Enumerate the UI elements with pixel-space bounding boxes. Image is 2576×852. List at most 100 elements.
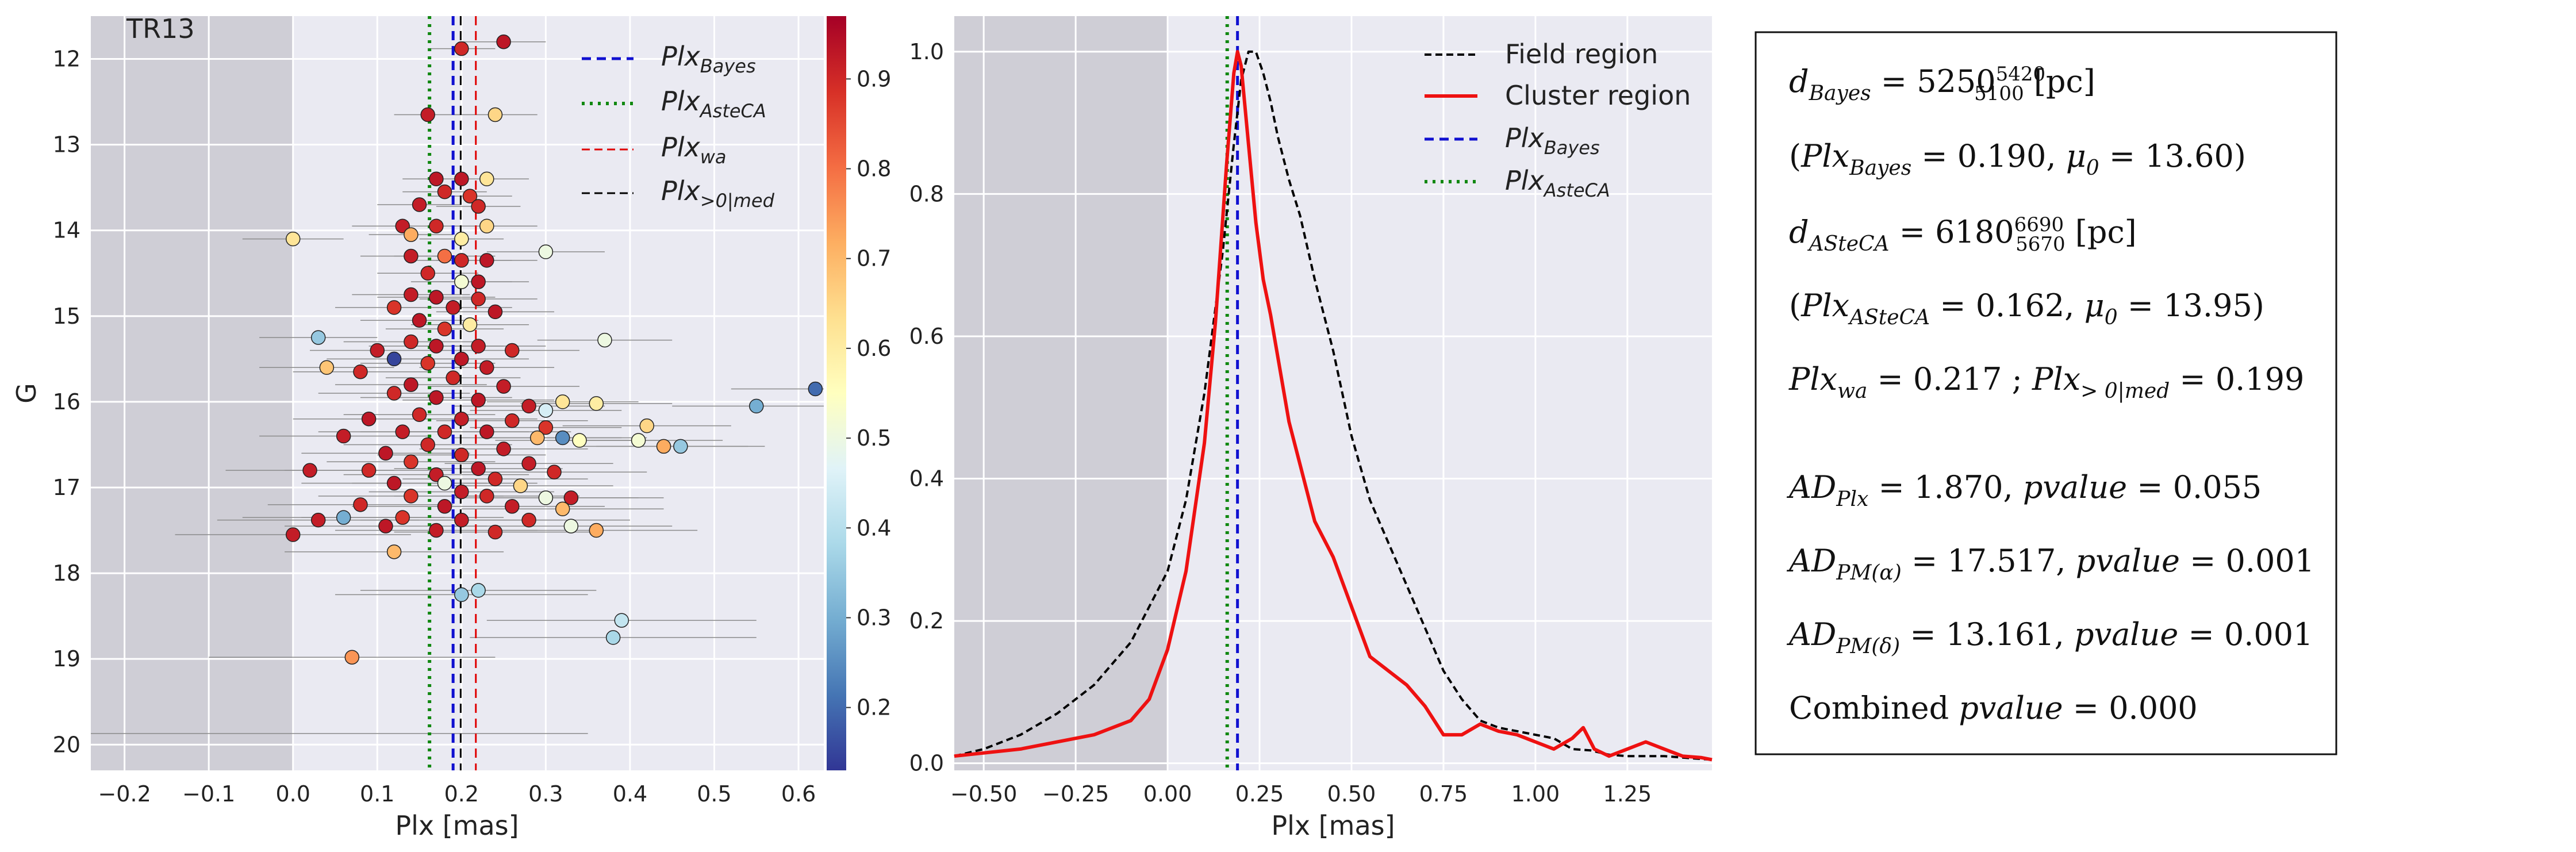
star-point bbox=[462, 189, 478, 204]
star-point bbox=[454, 484, 469, 500]
star-point bbox=[404, 287, 419, 302]
legend-label-cluster: Cluster region bbox=[1505, 80, 1691, 111]
star-point bbox=[538, 244, 554, 259]
plx-wa-text: Plxwa = 0.217 ; Plx> 0|med = 0.199 bbox=[1788, 361, 2304, 403]
star-point bbox=[429, 171, 444, 187]
ad-plx-text: ADPlx = 1.870, pvalue = 0.055 bbox=[1786, 469, 2262, 511]
star-point bbox=[336, 428, 351, 444]
x-tick-label: 0.3 bbox=[528, 781, 563, 807]
star-point bbox=[487, 107, 503, 122]
x-tick-label: 0.6 bbox=[781, 781, 816, 807]
y-tick-label: 12 bbox=[53, 47, 80, 72]
y-tick-label: 13 bbox=[53, 132, 80, 158]
star-point bbox=[521, 398, 536, 414]
star-point bbox=[471, 274, 486, 289]
star-point bbox=[420, 266, 435, 281]
scatter-panel: −0.2 −0.1 0.0 0.1 0.2 0.3 0.4 0.5 0.6 12 13 14 15 16… bbox=[11, 13, 891, 841]
star-point bbox=[538, 490, 554, 505]
series-field-region bbox=[954, 50, 1713, 761]
series-cluster-region bbox=[954, 49, 1713, 762]
plx-bayes-text: (PlxBayes = 0.190, μ0 = 13.60) bbox=[1789, 138, 2246, 180]
star-point bbox=[404, 377, 419, 392]
star-point bbox=[589, 396, 604, 411]
star-point bbox=[454, 274, 469, 289]
star-point bbox=[395, 424, 410, 439]
star-point bbox=[404, 227, 419, 242]
star-point bbox=[589, 523, 604, 538]
star-point bbox=[479, 218, 494, 234]
star-point bbox=[597, 332, 612, 348]
legend-label-plx-med: Plx>0|med bbox=[661, 175, 775, 212]
star-point bbox=[454, 351, 469, 367]
star-point bbox=[344, 650, 360, 665]
star-point bbox=[639, 418, 654, 433]
star-point bbox=[429, 290, 444, 305]
x-tick-label: 1.25 bbox=[1603, 781, 1652, 807]
star-point bbox=[496, 379, 511, 394]
y-tick-label: 0.4 bbox=[909, 466, 944, 492]
combined-pvalue-text: Combined pvalue = 0.000 bbox=[1789, 690, 2198, 726]
star-point bbox=[437, 499, 452, 514]
star-point bbox=[353, 497, 368, 512]
star-point bbox=[446, 370, 460, 385]
density-x-axis-label: Plx [mas] bbox=[1271, 810, 1395, 841]
star-point bbox=[631, 433, 646, 448]
x-tick-label: 0.0 bbox=[276, 781, 310, 807]
star-point bbox=[404, 334, 419, 350]
density-panel: −0.50 −0.25 0.00 0.25 0.50 0.75 1.00 1.25 0.0 0.… bbox=[909, 16, 1713, 841]
star-point bbox=[285, 231, 301, 247]
star-point bbox=[563, 519, 579, 534]
scatter-y-axis-label: G bbox=[11, 383, 42, 404]
x-tick-label: 0.2 bbox=[444, 781, 479, 807]
star-point bbox=[437, 424, 452, 439]
ad-pm-alpha-text: ADPM(α) = 17.517, pvalue = 0.001 bbox=[1786, 543, 2314, 585]
star-point bbox=[412, 197, 427, 212]
star-point bbox=[496, 442, 511, 456]
legend-label-plx-bayes-2: PlxBayes bbox=[1505, 122, 1600, 159]
star-point bbox=[361, 411, 377, 427]
star-point bbox=[336, 510, 351, 525]
star-point bbox=[555, 394, 570, 409]
colorbar-tick-label: 0.5 bbox=[857, 425, 891, 451]
star-point bbox=[479, 171, 494, 187]
star-point bbox=[471, 339, 486, 354]
x-tick-label: 0.5 bbox=[697, 781, 731, 807]
star-point bbox=[310, 512, 326, 528]
star-point bbox=[538, 420, 554, 435]
colorbar-tick-label: 0.9 bbox=[857, 66, 891, 91]
star-point bbox=[429, 339, 444, 354]
colorbar-tick-label: 0.7 bbox=[857, 246, 891, 271]
legend-label-plx-wa: Plxwa bbox=[661, 132, 727, 168]
colorbar-tick-label: 0.2 bbox=[857, 695, 891, 720]
star-point bbox=[479, 253, 494, 268]
star-point bbox=[614, 613, 629, 628]
legend-label-field: Field region bbox=[1505, 39, 1658, 70]
scatter-x-axis-label: Plx [mas] bbox=[395, 810, 519, 841]
star-point bbox=[454, 171, 469, 187]
star-point bbox=[404, 248, 419, 264]
star-point bbox=[386, 475, 402, 491]
star-point bbox=[420, 107, 435, 122]
star-point bbox=[479, 424, 494, 439]
y-tick-label: 17 bbox=[53, 475, 80, 500]
results-box: dBayes = 52505420 5100 [pc] (PlxBayes = 0… bbox=[1755, 31, 2337, 755]
star-point bbox=[487, 471, 503, 486]
star-point bbox=[529, 430, 545, 446]
y-tick-label: 19 bbox=[53, 646, 80, 671]
star-point bbox=[471, 199, 486, 214]
star-point bbox=[454, 253, 469, 268]
x-tick-label: 0.1 bbox=[360, 781, 394, 807]
star-point bbox=[454, 447, 469, 463]
star-point bbox=[437, 248, 452, 264]
star-point bbox=[454, 512, 469, 528]
star-point bbox=[437, 184, 452, 199]
d-bayes-text: dBayes = 52505420 5100 [pc] bbox=[1789, 63, 2095, 105]
star-point bbox=[429, 218, 444, 234]
star-point bbox=[437, 475, 452, 491]
star-point bbox=[505, 343, 520, 358]
y-tick-label: 18 bbox=[53, 561, 80, 586]
star-point bbox=[446, 300, 460, 315]
star-point bbox=[471, 583, 486, 598]
plx-asteca-text: (PlxASteCA = 0.162, μ0 = 13.95) bbox=[1789, 287, 2264, 329]
